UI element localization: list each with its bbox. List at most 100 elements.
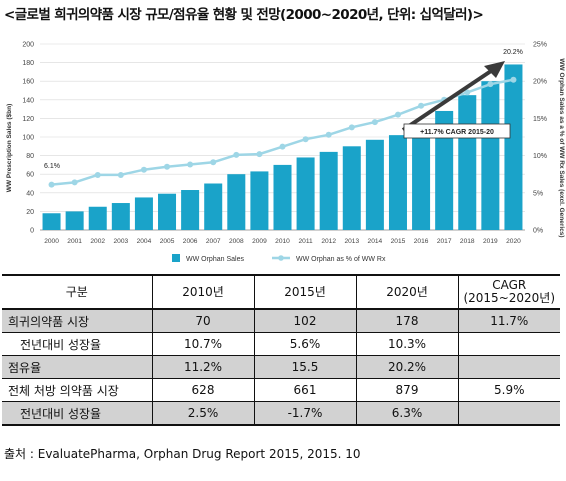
- bar: [296, 157, 315, 230]
- bar: [42, 213, 61, 230]
- chart: 0 20 40 60 80 100 120 140 160 180 200 0% 5% 10% 15% 20…: [6, 42, 565, 264]
- x-tick-label: 2000: [44, 238, 59, 245]
- data-table: 구분 2010년 2015년 2020년 CAGR (2015~2020년) 희…: [2, 274, 560, 426]
- bar: [273, 164, 292, 230]
- cagr-arrow-head: [484, 61, 505, 78]
- table-row: 점유율 11.2% 15.5 20.2%: [2, 355, 560, 379]
- bar: [435, 110, 454, 230]
- y-tick-label: 40: [26, 190, 34, 197]
- row-label: 전년대비 성장율: [2, 401, 153, 426]
- chart-legend: WW Orphan Sales WW Orphan as % of WW Rx: [172, 254, 386, 263]
- x-tick-label: 2006: [183, 238, 198, 245]
- bar: [158, 193, 177, 230]
- y-tick-label: 200: [22, 42, 34, 49]
- y-tick-label: 120: [22, 116, 34, 123]
- bar: [65, 211, 84, 230]
- y2-tick-label: 25%: [533, 42, 547, 49]
- table-cell: 661: [253, 378, 357, 402]
- line-point: [210, 159, 217, 166]
- table-cell: 15.5: [253, 355, 357, 379]
- bar: [88, 206, 107, 230]
- table-cell: 5.9%: [457, 378, 560, 402]
- y-axis-ticks: 0 20 40 60 80 100 120 140 160 180 200: [22, 42, 34, 235]
- row-label: 전체 처방 의약품 시장: [2, 378, 153, 402]
- line-point: [164, 163, 171, 170]
- line-point: [348, 124, 355, 131]
- x-tick-label: 2009: [252, 238, 267, 245]
- table-row: 희귀의약품 시장 70 102 178 11.7%: [2, 308, 560, 333]
- header-cagr-title: CAGR: [492, 278, 527, 292]
- y-tick-label: 100: [22, 135, 34, 142]
- header-cagr-period: (2015~2020년): [463, 291, 556, 305]
- x-tick-label: 2017: [437, 238, 452, 245]
- bar: [111, 203, 130, 230]
- y2-axis-ticks: 0% 5% 10% 15% 20% 25%: [533, 42, 547, 235]
- bar: [342, 146, 361, 230]
- x-tick-label: 2018: [460, 238, 475, 245]
- y-axis-label: WW Prescription Sales ($bn): [6, 104, 13, 193]
- header-2015: 2015년: [253, 274, 357, 310]
- y2-tick-label: 10%: [533, 153, 547, 160]
- end-value-label: 20.2%: [503, 49, 523, 56]
- table-cell: 2.5%: [151, 401, 255, 426]
- y2-tick-label: 5%: [533, 190, 543, 197]
- line-point: [487, 81, 494, 88]
- line-point: [48, 181, 55, 188]
- x-tick-label: 2015: [391, 238, 406, 245]
- line-markers: [48, 76, 517, 188]
- line-point: [418, 102, 425, 109]
- x-tick-label: 2002: [90, 238, 105, 245]
- row-label: 희귀의약품 시장: [2, 308, 153, 333]
- table-cell: 11.2%: [151, 355, 255, 379]
- table-cell: -1.7%: [253, 401, 357, 426]
- x-tick-label: 2019: [483, 238, 498, 245]
- y2-tick-label: 15%: [533, 116, 547, 123]
- bar: [481, 81, 500, 230]
- x-tick-label: 2004: [137, 238, 152, 245]
- bar: [227, 174, 246, 230]
- x-tick-label: 2011: [299, 238, 314, 245]
- table-cell: 70: [151, 308, 255, 333]
- table-cell: 10.3%: [355, 332, 459, 356]
- bar: [134, 197, 153, 230]
- y-tick-label: 80: [26, 153, 34, 160]
- cagr-arrow: [401, 67, 496, 132]
- y-tick-label: 140: [22, 97, 34, 104]
- table-cell: [457, 355, 560, 379]
- line-point: [256, 151, 263, 158]
- x-tick-label: 2007: [206, 238, 221, 245]
- line-point: [71, 179, 78, 186]
- x-tick-label: 2020: [506, 238, 521, 245]
- table-row: 전체 처방 의약품 시장 628 661 879 5.9%: [2, 378, 560, 402]
- y2-tick-label: 20%: [533, 79, 547, 86]
- y-tick-label: 180: [22, 60, 34, 67]
- row-label: 전년대비 성장율: [2, 332, 153, 356]
- line-point: [117, 171, 124, 178]
- table-cell: [457, 332, 560, 356]
- source-note: 출처 : EvaluatePharma, Orphan Drug Report …: [4, 447, 361, 461]
- legend-bar-swatch: [172, 254, 180, 262]
- table-header-row: 구분 2010년 2015년 2020년 CAGR (2015~2020년): [2, 274, 560, 310]
- legend-line-label: WW Orphan as % of WW Rx: [296, 256, 386, 263]
- line-point: [394, 111, 401, 118]
- table-cell: 102: [253, 308, 357, 333]
- y-tick-label: 0: [30, 228, 34, 235]
- cagr-callout-label: +11.7% CAGR 2015-20: [420, 129, 494, 136]
- y-tick-label: 160: [22, 79, 34, 86]
- line-point: [302, 136, 309, 143]
- table-row: 전년대비 성장율 2.5% -1.7% 6.3%: [2, 401, 560, 426]
- y-tick-label: 60: [26, 172, 34, 179]
- x-axis-ticks: 2000 2001 2002 2003 2004 2005 2006 2007 2008 2009…: [44, 238, 521, 245]
- x-tick-label: 2003: [113, 238, 128, 245]
- table-cell: 628: [151, 378, 255, 402]
- bar: [250, 171, 269, 230]
- table-cell: 6.3%: [355, 401, 459, 426]
- header-2020: 2020년: [355, 274, 459, 310]
- line-point: [279, 143, 286, 150]
- x-tick-label: 2008: [229, 238, 244, 245]
- table-cell: 20.2%: [355, 355, 459, 379]
- legend-bar-label: WW Orphan Sales: [186, 256, 244, 263]
- y-tick-label: 20: [26, 209, 34, 216]
- x-tick-label: 2005: [160, 238, 175, 245]
- x-tick-label: 2016: [414, 238, 429, 245]
